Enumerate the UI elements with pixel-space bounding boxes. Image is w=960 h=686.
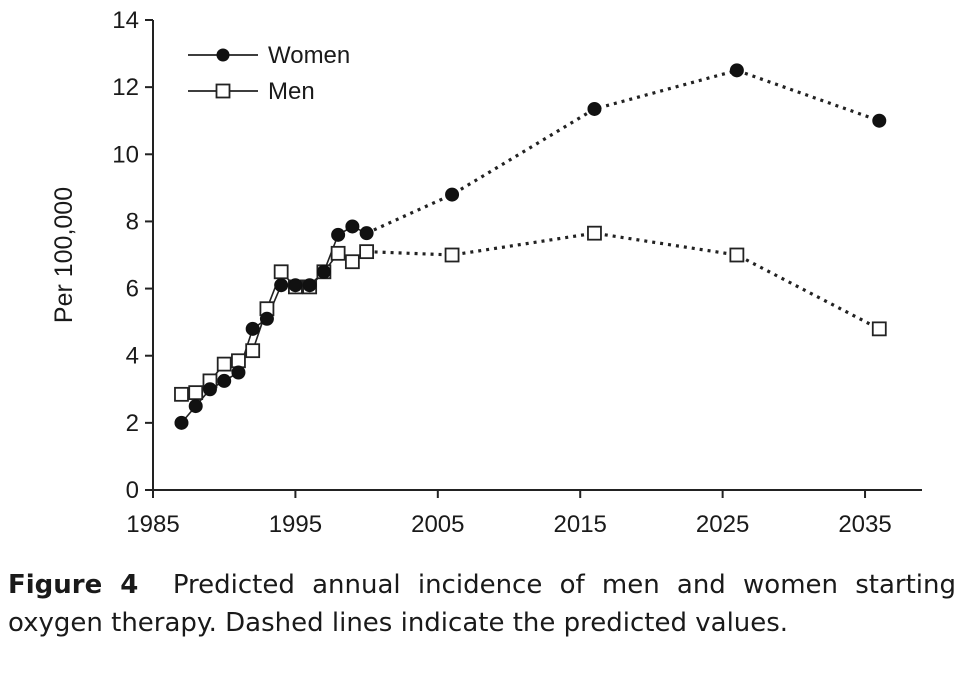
legend-marker-women (216, 48, 230, 62)
data-point-men (871, 321, 887, 337)
data-point-men (587, 225, 602, 241)
line-chart: 0 2 4 6 8 10 12 14 1985 1995 2005 2015 2025 2035 Wome… (50, 7, 922, 538)
y-tick-label: 4 (126, 343, 139, 370)
figure-caption-text: Predicted annual incidence of men and wo… (8, 570, 956, 638)
data-point-women (359, 226, 374, 241)
data-point-men (273, 264, 289, 280)
data-point-women (188, 399, 203, 414)
data-point-men (245, 343, 261, 359)
data-point-women (174, 415, 189, 430)
data-point-men (174, 386, 189, 402)
data-point-women (217, 373, 232, 388)
data-point-women (302, 278, 317, 293)
y-tick-label: 0 (126, 477, 139, 504)
figure-caption: Figure 4 Predicted annual incidence of m… (8, 566, 956, 642)
data-point-men (231, 353, 246, 369)
data-point-women (729, 63, 744, 78)
legend-label: Women (268, 42, 350, 69)
data-point-women (316, 264, 331, 279)
data-point-women (274, 278, 289, 293)
data-point-women (202, 382, 217, 397)
x-tick-label: 1995 (269, 511, 322, 538)
x-tick-label: 2035 (838, 511, 891, 538)
y-tick-label: 10 (112, 141, 139, 168)
data-point-women (587, 101, 602, 116)
y-tick-label: 2 (126, 410, 139, 437)
data-point-men (359, 244, 375, 260)
series-lines (180, 68, 881, 424)
y-tick-label: 8 (126, 208, 139, 235)
data-point-men (188, 385, 204, 401)
data-point-women (331, 227, 346, 242)
predicted-line-women (365, 68, 880, 235)
x-tick-label: 1985 (126, 511, 179, 538)
data-point-men (729, 247, 745, 263)
data-point-women (231, 365, 246, 380)
data-point-men (344, 254, 360, 270)
data-point-women (872, 113, 887, 128)
legend-label: Men (268, 78, 315, 105)
y-tick-label: 14 (112, 7, 139, 34)
series-markers (174, 63, 887, 430)
y-tick-label: 6 (126, 276, 139, 303)
axes: 0 2 4 6 8 10 12 14 1985 1995 2005 2015 2025 2035 (112, 7, 922, 538)
data-point-women (445, 187, 460, 202)
figure-label: Figure 4 (8, 570, 139, 600)
predicted-line-men (366, 231, 881, 331)
legend-marker-men (215, 83, 231, 99)
data-point-men (330, 245, 346, 261)
data-point-women (288, 278, 303, 293)
data-point-men (216, 356, 232, 372)
data-point-women (345, 219, 360, 234)
data-point-men (444, 247, 460, 263)
x-tick-label: 2005 (411, 511, 464, 538)
x-tick-label: 2025 (696, 511, 749, 538)
data-point-women (259, 311, 274, 326)
y-tick-label: 12 (112, 74, 139, 101)
x-tick-label: 2015 (554, 511, 607, 538)
data-point-women (245, 321, 260, 336)
legend: Women Men (188, 42, 350, 105)
y-axis-label: Per 100,000 (50, 187, 78, 323)
